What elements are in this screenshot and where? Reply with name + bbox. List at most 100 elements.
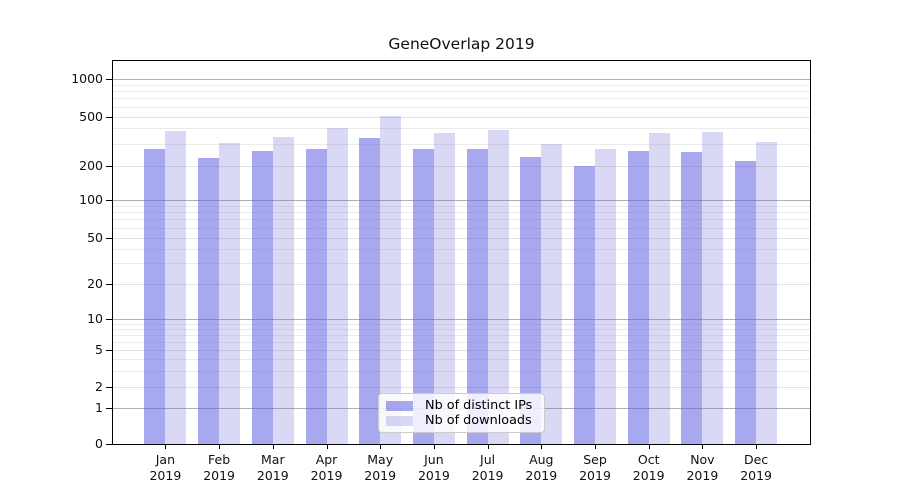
x-tick-mark	[326, 444, 328, 449]
x-tick-month: Aug	[529, 452, 554, 467]
x-tick-year: 2019	[525, 468, 558, 483]
gridline-minor	[113, 227, 810, 229]
bar-downloads	[541, 143, 563, 444]
x-tick-year: 2019	[364, 468, 397, 483]
y-tick-mark	[106, 237, 112, 239]
x-tick-year: 2019	[203, 468, 235, 483]
y-tick-mark	[106, 284, 112, 285]
x-tick-year: 2019	[256, 468, 289, 483]
x-tick-month: Sep	[583, 452, 607, 467]
bar-distinct-ips	[144, 149, 166, 444]
x-tick-year: 2019	[310, 468, 343, 483]
bar-distinct-ips	[520, 156, 542, 444]
y-tick-mark	[106, 79, 112, 80]
gridline-minor	[113, 143, 810, 145]
y-tick-mark	[106, 408, 112, 409]
y-tick-mark	[106, 165, 112, 167]
gridline-minor	[113, 263, 810, 265]
x-tick-mark	[541, 444, 543, 449]
bar-downloads	[487, 129, 509, 444]
bar-downloads	[648, 133, 670, 444]
gridline-minor	[113, 284, 810, 285]
gridline-minor	[113, 98, 810, 100]
bar-downloads	[380, 115, 402, 444]
bar-distinct-ips	[412, 149, 434, 444]
legend-row: Nb of downloads	[386, 413, 536, 428]
gridline-minor	[113, 91, 810, 93]
gridline-minor	[113, 212, 810, 214]
gridline-minor	[113, 84, 810, 86]
legend-label: Nb of distinct IPs	[425, 398, 533, 413]
legend: Nb of distinct IPs Nb of downloads	[378, 393, 545, 433]
x-tick-label-sep: Sep 2019	[563, 452, 627, 484]
x-tick-label-apr: Apr 2019	[295, 452, 359, 484]
bar-downloads	[756, 142, 778, 444]
x-tick-label-may: May 2019	[348, 452, 412, 484]
x-tick-month: Dec	[743, 452, 769, 467]
y-tick-mark	[106, 116, 112, 118]
y-tick-label: 0	[95, 436, 103, 451]
bars-layer	[113, 61, 810, 444]
x-tick-year: 2019	[632, 468, 665, 483]
gridline-minor	[113, 248, 810, 250]
legend-row: Nb of distinct IPs	[386, 398, 536, 413]
x-tick-label-jul: Jul 2019	[456, 452, 520, 484]
gridline-major	[113, 200, 810, 201]
chart-title: GeneOverlap 2019	[388, 35, 535, 53]
x-tick-month: Mar	[261, 452, 285, 467]
gridline-minor	[113, 219, 810, 221]
bar-distinct-ips	[574, 166, 595, 444]
gridline-minor	[113, 205, 810, 207]
plot-area: Nb of distinct IPs Nb of downloads	[112, 60, 811, 445]
x-tick-label-dec: Dec 2019	[724, 452, 788, 484]
x-tick-year: 2019	[579, 468, 611, 483]
x-tick-label-aug: Aug 2019	[509, 452, 573, 484]
x-tick-year: 2019	[149, 468, 182, 483]
x-tick-mark	[702, 444, 704, 449]
x-tick-month: Jan	[155, 452, 176, 467]
x-tick-label-jun: Jun 2019	[402, 452, 466, 484]
y-tick-label: 500	[79, 108, 103, 124]
x-tick-label-nov: Nov 2019	[670, 452, 734, 484]
bar-distinct-ips	[359, 138, 381, 444]
x-tick-label-feb: Feb 2019	[187, 452, 251, 484]
bar-distinct-ips	[466, 149, 488, 444]
y-tick-mark	[106, 444, 112, 445]
gridline-minor	[113, 128, 810, 130]
bar-downloads	[702, 132, 724, 444]
gridline-minor	[113, 370, 810, 372]
bar-distinct-ips	[627, 151, 649, 444]
gridline-minor	[113, 387, 810, 388]
gridline-major	[113, 79, 810, 80]
x-tick-label-jan: Jan 2019	[133, 452, 197, 484]
y-tick-mark	[106, 350, 112, 351]
y-tick-mark	[106, 387, 112, 388]
x-tick-month: Feb	[208, 452, 231, 467]
y-tick-label: 20	[87, 276, 103, 291]
x-tick-month: Jul	[480, 452, 496, 467]
x-tick-mark	[219, 444, 221, 449]
x-tick-mark	[433, 444, 435, 449]
legend-label: Nb of downloads	[425, 413, 532, 428]
bar-distinct-ips	[305, 149, 327, 444]
x-tick-month: Jun	[424, 452, 444, 467]
x-tick-mark	[487, 444, 489, 449]
y-tick-label: 1000	[71, 71, 103, 86]
y-tick-mark	[106, 200, 112, 201]
x-tick-year: 2019	[740, 468, 772, 483]
bar-distinct-ips	[251, 151, 273, 444]
gridline-minor	[113, 323, 810, 325]
grid-layer	[113, 61, 810, 444]
gridline-minor	[113, 165, 810, 167]
legend-swatch-downloads	[386, 415, 413, 426]
y-tick-label: 50	[87, 229, 103, 245]
gridline-minor	[113, 359, 810, 360]
bar-distinct-ips	[735, 161, 757, 444]
bar-downloads	[272, 136, 294, 444]
y-tick-label: 200	[79, 157, 103, 173]
bar-downloads	[165, 131, 187, 444]
bar-downloads	[595, 148, 616, 444]
gridline-minor	[113, 237, 810, 239]
x-tick-month: Oct	[637, 452, 660, 467]
